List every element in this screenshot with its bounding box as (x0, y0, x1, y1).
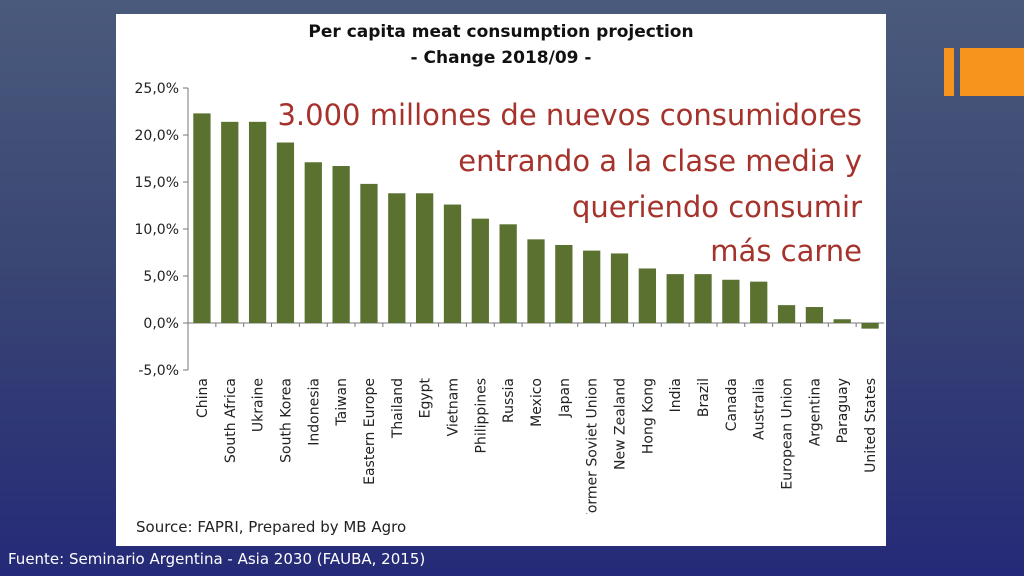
bar-south-korea (276, 142, 295, 323)
bar-european-union (777, 305, 796, 323)
chart-panel: Per capita meat consumption projection -… (116, 14, 886, 546)
y-tick-label: 20,0% (135, 128, 179, 144)
bar-chart: 25,0% 20,0% 15,0% 10,0% 5,0% 0,0% -5,0% China So… (135, 81, 884, 514)
x-tick-label: South Africa (223, 378, 239, 463)
annotation-line-2: entrando a la clase media y (458, 144, 862, 178)
y-tick-label: 5,0% (143, 269, 179, 285)
bar-vietnam (443, 204, 462, 323)
bar-philippines (471, 218, 489, 323)
footer-source: Fuente: Seminario Argentina - Asia 2030 … (8, 550, 426, 568)
x-tick-label: Japan (557, 378, 573, 418)
bar-ukraine (248, 121, 267, 323)
x-tick-label: Taiwan (334, 378, 350, 427)
bar-hong-kong (638, 268, 656, 323)
x-tick-label: Paraguay (835, 378, 851, 443)
bar-canada (722, 279, 740, 323)
x-tick-label: Brazil (696, 378, 712, 417)
x-tick-label: South Korea (278, 378, 294, 463)
bar-australia (750, 281, 768, 323)
bar-taiwan (332, 166, 350, 323)
x-tick-label: Indonesia (306, 378, 322, 446)
bar-china (193, 113, 211, 323)
x-tick-label: European Union (780, 378, 796, 490)
x-tick-label: Australia (752, 378, 768, 440)
bar-japan (555, 244, 573, 323)
x-tick-label: Vietnam (445, 378, 461, 436)
bar-former-soviet-union (583, 250, 601, 323)
bar-eastern-europe (360, 183, 378, 323)
bar-new-zealand (610, 253, 629, 323)
x-tick-label: Mexico (529, 378, 545, 427)
bar-paraguay (833, 319, 851, 323)
chart-subtitle: - Change 2018/09 - (410, 48, 592, 68)
bar-south-africa (221, 121, 239, 323)
chart-title: Per capita meat consumption projection (308, 22, 694, 42)
bar-egypt (416, 193, 434, 323)
y-tick-label: 0,0% (143, 316, 179, 332)
annotation-line-4: más carne (710, 234, 862, 268)
y-tick-label: -5,0% (138, 363, 179, 379)
bar-indonesia (304, 162, 322, 323)
x-tick-label: Former Soviet Union (585, 378, 601, 514)
bar-thailand (388, 193, 406, 323)
bar-russia (499, 224, 517, 323)
x-tick-label: Philippines (473, 378, 489, 453)
x-tick-label: United States (863, 378, 879, 473)
x-tick-label: Thailand (390, 378, 406, 439)
y-tick-label: 25,0% (135, 81, 179, 97)
x-tick-label: Russia (501, 378, 517, 423)
x-tick-label: Eastern Europe (362, 378, 378, 485)
annotation-line-1: 3.000 millones de nuevos consumidores (277, 98, 862, 132)
annotation-line-3: queriendo consumir (572, 190, 862, 224)
y-tick-label: 10,0% (135, 222, 179, 238)
bar-mexico (527, 239, 545, 323)
chart-source-note: Source: FAPRI, Prepared by MB Agro (136, 518, 407, 536)
x-tick-label: New Zealand (613, 378, 629, 470)
x-tick-label: Canada (724, 378, 740, 431)
x-tick-label: India (668, 378, 684, 412)
x-tick-label: Ukraine (251, 378, 267, 432)
x-tick-label: China (195, 378, 211, 418)
bar-brazil (694, 274, 712, 323)
bar-argentina (805, 307, 824, 323)
slide-accent-bar-small (944, 48, 954, 96)
x-tick-label: Egypt (418, 378, 434, 419)
y-tick-label: 15,0% (135, 175, 179, 191)
x-tick-label: Argentina (807, 378, 823, 446)
bar-india (666, 274, 684, 323)
bar-united-states (861, 323, 879, 329)
slide-accent-bar-large (960, 48, 1024, 96)
x-tick-label: Hong Kong (640, 378, 656, 454)
